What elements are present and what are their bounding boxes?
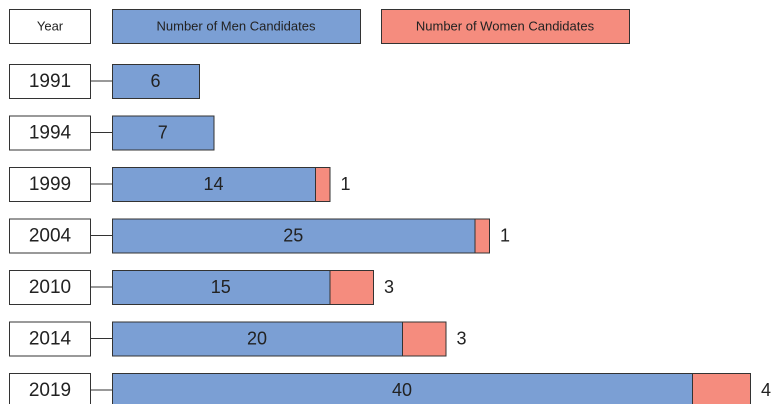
value-label: 1 [500, 225, 510, 245]
legend-label: Number of Women Candidates [416, 18, 595, 33]
legend-swatch [112, 9, 361, 44]
bar-segment [315, 167, 331, 202]
year-box [9, 218, 91, 254]
bar-segment [692, 373, 751, 404]
bar-segment [112, 64, 200, 99]
year-label: 1991 [29, 71, 71, 92]
year-box [9, 167, 91, 202]
bar-segment [112, 167, 316, 202]
bar-segment [112, 270, 331, 305]
value-label: 14 [203, 174, 223, 194]
year-label: 2014 [29, 329, 72, 350]
legend-label: Number of Men Candidates [157, 18, 316, 33]
value-label: 3 [384, 277, 394, 297]
bar-segment [402, 321, 447, 357]
value-label: 3 [456, 328, 466, 348]
value-label: 4 [761, 380, 771, 400]
value-label: 1 [340, 174, 350, 194]
value-label: 40 [392, 380, 412, 400]
legend-header-box [9, 9, 91, 44]
year-label: 2019 [29, 380, 71, 401]
legend-swatch [381, 9, 630, 44]
year-label: 1994 [29, 123, 72, 144]
bar-segment [329, 270, 374, 305]
value-label: 25 [283, 225, 303, 245]
year-label: 2010 [29, 277, 71, 298]
value-label: 20 [247, 328, 267, 348]
bar-segment [112, 115, 215, 151]
bar-segment [112, 218, 476, 254]
year-box [9, 115, 91, 151]
year-label: 1999 [29, 174, 71, 195]
value-label: 15 [211, 277, 231, 297]
value-label: 7 [158, 122, 168, 142]
bar-segment [474, 218, 490, 254]
value-label: 6 [150, 71, 160, 91]
bar-segment [112, 373, 693, 404]
year-box [9, 270, 91, 305]
year-label: 2004 [29, 226, 72, 247]
legend-header: Year [37, 18, 64, 33]
